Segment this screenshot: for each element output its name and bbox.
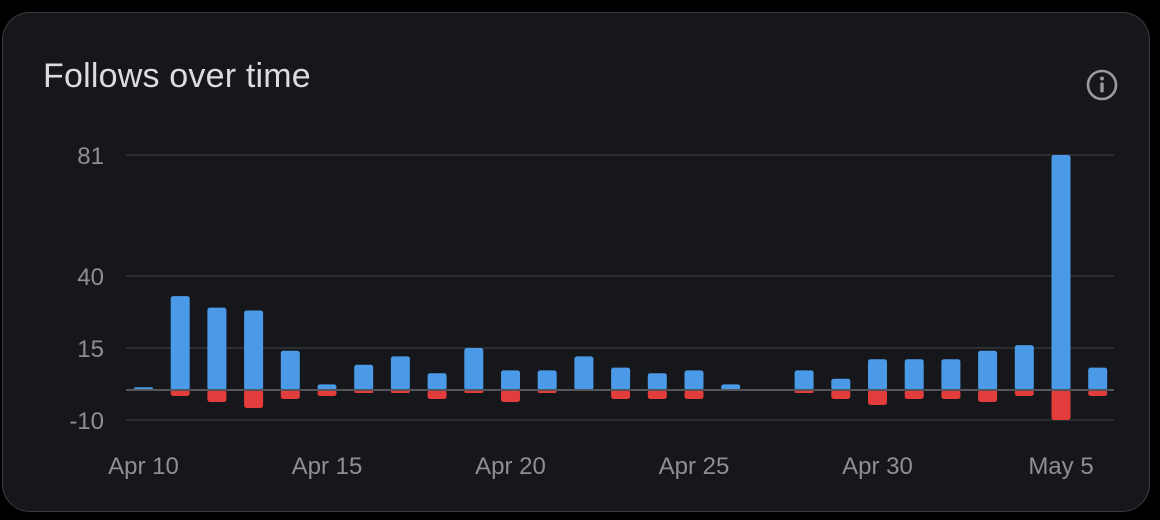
card-title: Follows over time — [43, 57, 311, 95]
unfollow-bar — [427, 390, 447, 399]
unfollow-bar — [647, 390, 667, 399]
follow-bar — [1051, 155, 1071, 390]
follow-bar — [537, 370, 557, 390]
x-tick-label: Apr 15 — [292, 453, 363, 480]
unfollow-bar — [317, 390, 337, 396]
unfollow-bar — [207, 390, 227, 402]
y-tick-label: -10 — [69, 408, 104, 435]
follow-bar — [1014, 345, 1034, 390]
unfollow-bar — [868, 390, 887, 405]
follow-bar — [611, 367, 631, 390]
follow-bar — [1088, 367, 1108, 390]
unfollow-bar — [684, 390, 704, 399]
x-tick-label: Apr 25 — [659, 453, 730, 480]
follows-card: Follows over time — [2, 12, 1150, 512]
follow-bar — [390, 356, 410, 390]
follow-bar — [354, 364, 374, 390]
unfollow-bar — [904, 390, 924, 399]
unfollow-bar — [244, 390, 264, 408]
follow-bar — [868, 359, 887, 390]
follow-bar — [574, 356, 594, 390]
follow-bar — [904, 359, 924, 390]
follow-bar — [501, 370, 520, 390]
y-tick-label: 40 — [77, 264, 104, 291]
unfollow-bar — [611, 390, 631, 399]
y-tick-label: 15 — [77, 336, 104, 363]
unfollow-bar — [941, 390, 961, 399]
follow-bar — [941, 359, 961, 390]
unfollow-bar — [1014, 390, 1034, 396]
x-tick-label: May 5 — [1028, 453, 1093, 480]
x-tick-label: Apr 20 — [475, 453, 546, 480]
follow-bar — [647, 373, 667, 390]
info-circle-icon[interactable] — [1085, 68, 1119, 102]
unfollow-bar — [1088, 390, 1108, 396]
follow-bar — [317, 384, 337, 390]
follow-bar — [244, 310, 264, 390]
follow-bar — [464, 348, 484, 390]
follow-bar — [794, 370, 814, 390]
unfollow-bar — [501, 390, 520, 402]
follow-bar — [721, 384, 741, 390]
x-tick-label: Apr 30 — [842, 453, 913, 480]
follow-bar — [170, 296, 190, 390]
unfollow-bar — [280, 390, 300, 399]
unfollow-bar — [1051, 390, 1071, 420]
unfollow-bar — [170, 390, 190, 396]
follow-bar — [831, 378, 851, 390]
follow-bar — [280, 350, 300, 390]
follow-bar — [684, 370, 704, 390]
y-tick-label: 81 — [77, 143, 104, 170]
unfollow-bar — [978, 390, 998, 402]
x-tick-label: Apr 10 — [108, 453, 179, 480]
unfollow-bar — [831, 390, 851, 399]
follow-bar — [978, 350, 998, 390]
follow-bar — [427, 373, 447, 390]
follow-bar — [207, 307, 227, 390]
